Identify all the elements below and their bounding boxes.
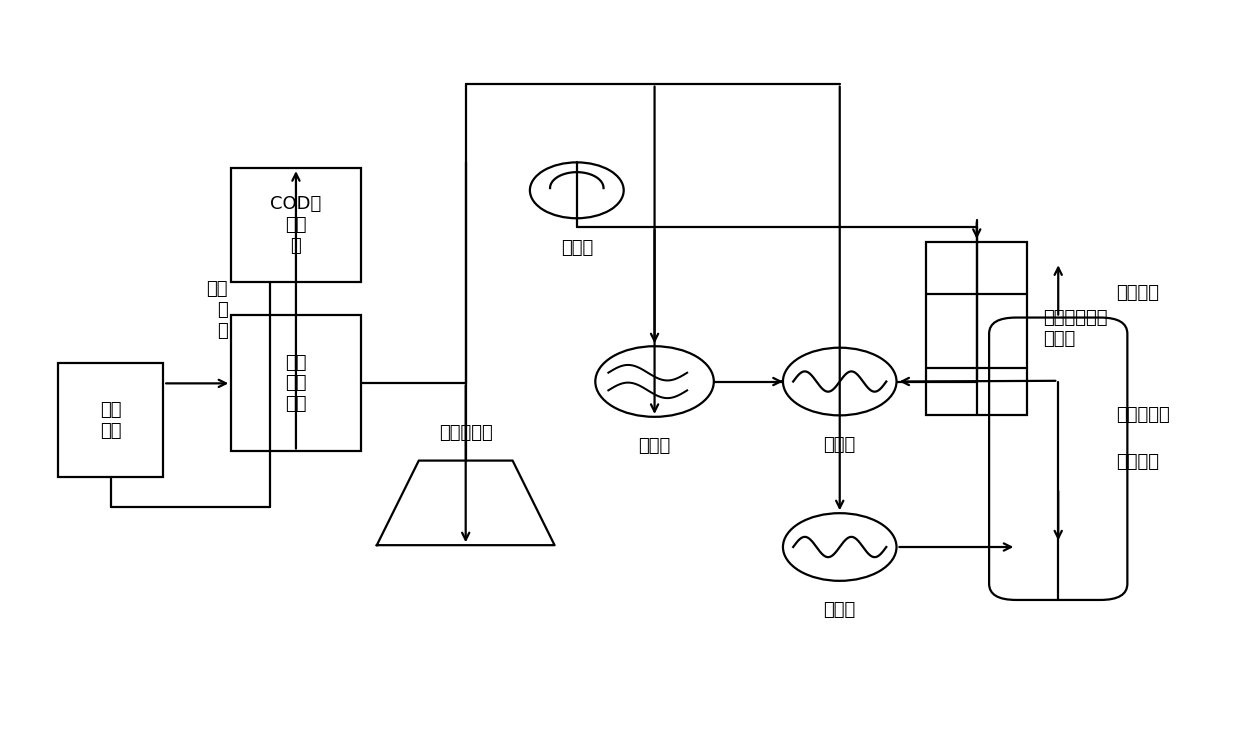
Text: 气液分离罐: 气液分离罐	[1116, 405, 1171, 424]
Text: 富氧压缩机: 富氧压缩机	[439, 424, 492, 442]
Text: 氧气
浓度
调节: 氧气 浓度 调节	[285, 353, 306, 413]
Text: 气体出口: 气体出口	[1116, 285, 1159, 302]
Text: COD在
线检
测: COD在 线检 测	[270, 196, 321, 255]
Text: 换热器: 换热器	[639, 437, 671, 456]
Text: 预热器: 预热器	[823, 436, 856, 454]
Text: 自动
关
联: 自动 关 联	[207, 280, 228, 339]
Text: 湿式催化氧化
反应器: 湿式催化氧化 反应器	[1043, 309, 1107, 348]
Text: 废水
储槽: 废水 储槽	[100, 401, 122, 439]
Text: 废水出口: 废水出口	[1116, 453, 1159, 471]
Bar	[926, 242, 1028, 415]
Bar	[231, 168, 361, 282]
Bar	[231, 316, 361, 451]
Bar	[58, 363, 164, 477]
Text: 水冷器: 水冷器	[823, 602, 856, 619]
Text: 进液泵: 进液泵	[560, 239, 593, 257]
